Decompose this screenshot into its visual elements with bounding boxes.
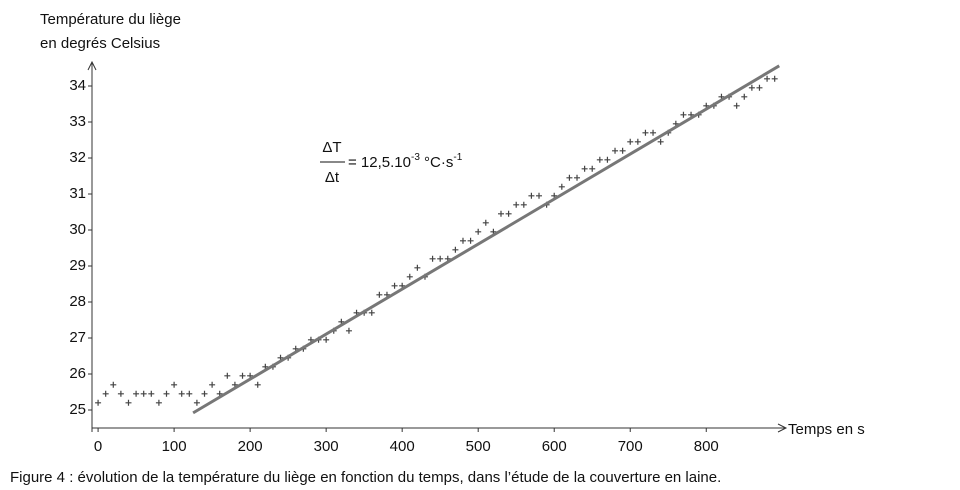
y-tick-label: 31 [69, 185, 86, 202]
data-point [566, 174, 573, 181]
data-point [323, 336, 330, 343]
trend-line [192, 64, 781, 415]
annotation-exponent: -1 [453, 152, 462, 163]
data-point [627, 138, 634, 145]
y-tick-label: 27 [69, 329, 86, 346]
x-tick-label: 300 [314, 438, 339, 455]
data-point [748, 84, 755, 91]
data-point [558, 183, 565, 190]
data-point [239, 372, 246, 379]
data-point [619, 147, 626, 154]
data-point [133, 390, 140, 397]
annotation-denominator: Δt [325, 169, 340, 186]
x-tick-label: 700 [618, 438, 643, 455]
data-point [406, 273, 413, 280]
data-point [528, 192, 535, 199]
y-tick-label: 33 [69, 113, 86, 130]
annotation: = 12,5.10-3 °C·s-1 [348, 152, 463, 171]
x-axis [92, 423, 788, 433]
x-tick-label: 0 [94, 438, 102, 455]
y-axis-label: Température du liège [40, 11, 181, 28]
x-tick-label: 400 [390, 438, 415, 455]
y-tick-label: 29 [69, 257, 86, 274]
data-point [186, 390, 193, 397]
data-point [536, 192, 543, 199]
data-point [171, 381, 178, 388]
y-tick-label: 25 [69, 401, 86, 418]
data-point [520, 201, 527, 208]
y-tick-label: 32 [69, 149, 86, 166]
caption: Figure 4 : évolution de la température d… [10, 469, 721, 486]
data-point [589, 165, 596, 172]
data-point [581, 165, 588, 172]
data-point [414, 264, 421, 271]
data-point [391, 282, 398, 289]
y-axis [87, 60, 97, 432]
data-point [513, 201, 520, 208]
y-tick-label: 34 [69, 77, 86, 94]
data-point [733, 102, 740, 109]
y-tick-label: 26 [69, 365, 86, 382]
data-point [467, 237, 474, 244]
annotation-unit: °C·s [420, 154, 454, 171]
data-point [376, 291, 383, 298]
data-point [574, 174, 581, 181]
data-point [612, 147, 619, 154]
data-point [110, 381, 117, 388]
data-point [650, 129, 657, 136]
x-axis-label: Temps en s [788, 421, 865, 438]
data-point [482, 219, 489, 226]
data-point [475, 228, 482, 235]
data-point [452, 246, 459, 253]
x-tick-label: 600 [542, 438, 567, 455]
x-tick-label: 500 [466, 438, 491, 455]
data-point [756, 84, 763, 91]
data-point [155, 399, 162, 406]
data-point [224, 372, 231, 379]
data-point [459, 237, 466, 244]
data-point [254, 381, 261, 388]
y-tick-label: 30 [69, 221, 86, 238]
x-tick-label: 100 [162, 438, 187, 455]
y-axis-label: en degrés Celsius [40, 35, 160, 52]
data-point [201, 390, 208, 397]
data-point [741, 93, 748, 100]
data-point [102, 390, 109, 397]
data-point [771, 75, 778, 82]
data-point [764, 75, 771, 82]
data-point [140, 390, 147, 397]
data-point [193, 399, 200, 406]
data-point [657, 138, 664, 145]
data-point [95, 399, 102, 406]
y-tick-label: 28 [69, 293, 86, 310]
data-point [429, 255, 436, 262]
data-point [505, 210, 512, 217]
data-point [497, 210, 504, 217]
data-point [209, 381, 216, 388]
data-point [604, 156, 611, 163]
data-point [345, 327, 352, 334]
data-point [163, 390, 170, 397]
annotation-text: = 12,5.10 [348, 154, 411, 171]
annotation-exponent: -3 [411, 152, 420, 163]
data-point [178, 390, 185, 397]
data-point [634, 138, 641, 145]
data-point [642, 129, 649, 136]
data-point [368, 309, 375, 316]
data-point [680, 111, 687, 118]
annotation-numerator: ΔT [322, 139, 341, 156]
x-tick-label: 200 [238, 438, 263, 455]
data-point [125, 399, 132, 406]
x-tick-label: 800 [694, 438, 719, 455]
data-point [437, 255, 444, 262]
data-point [148, 390, 155, 397]
data-point [117, 390, 124, 397]
data-point [596, 156, 603, 163]
